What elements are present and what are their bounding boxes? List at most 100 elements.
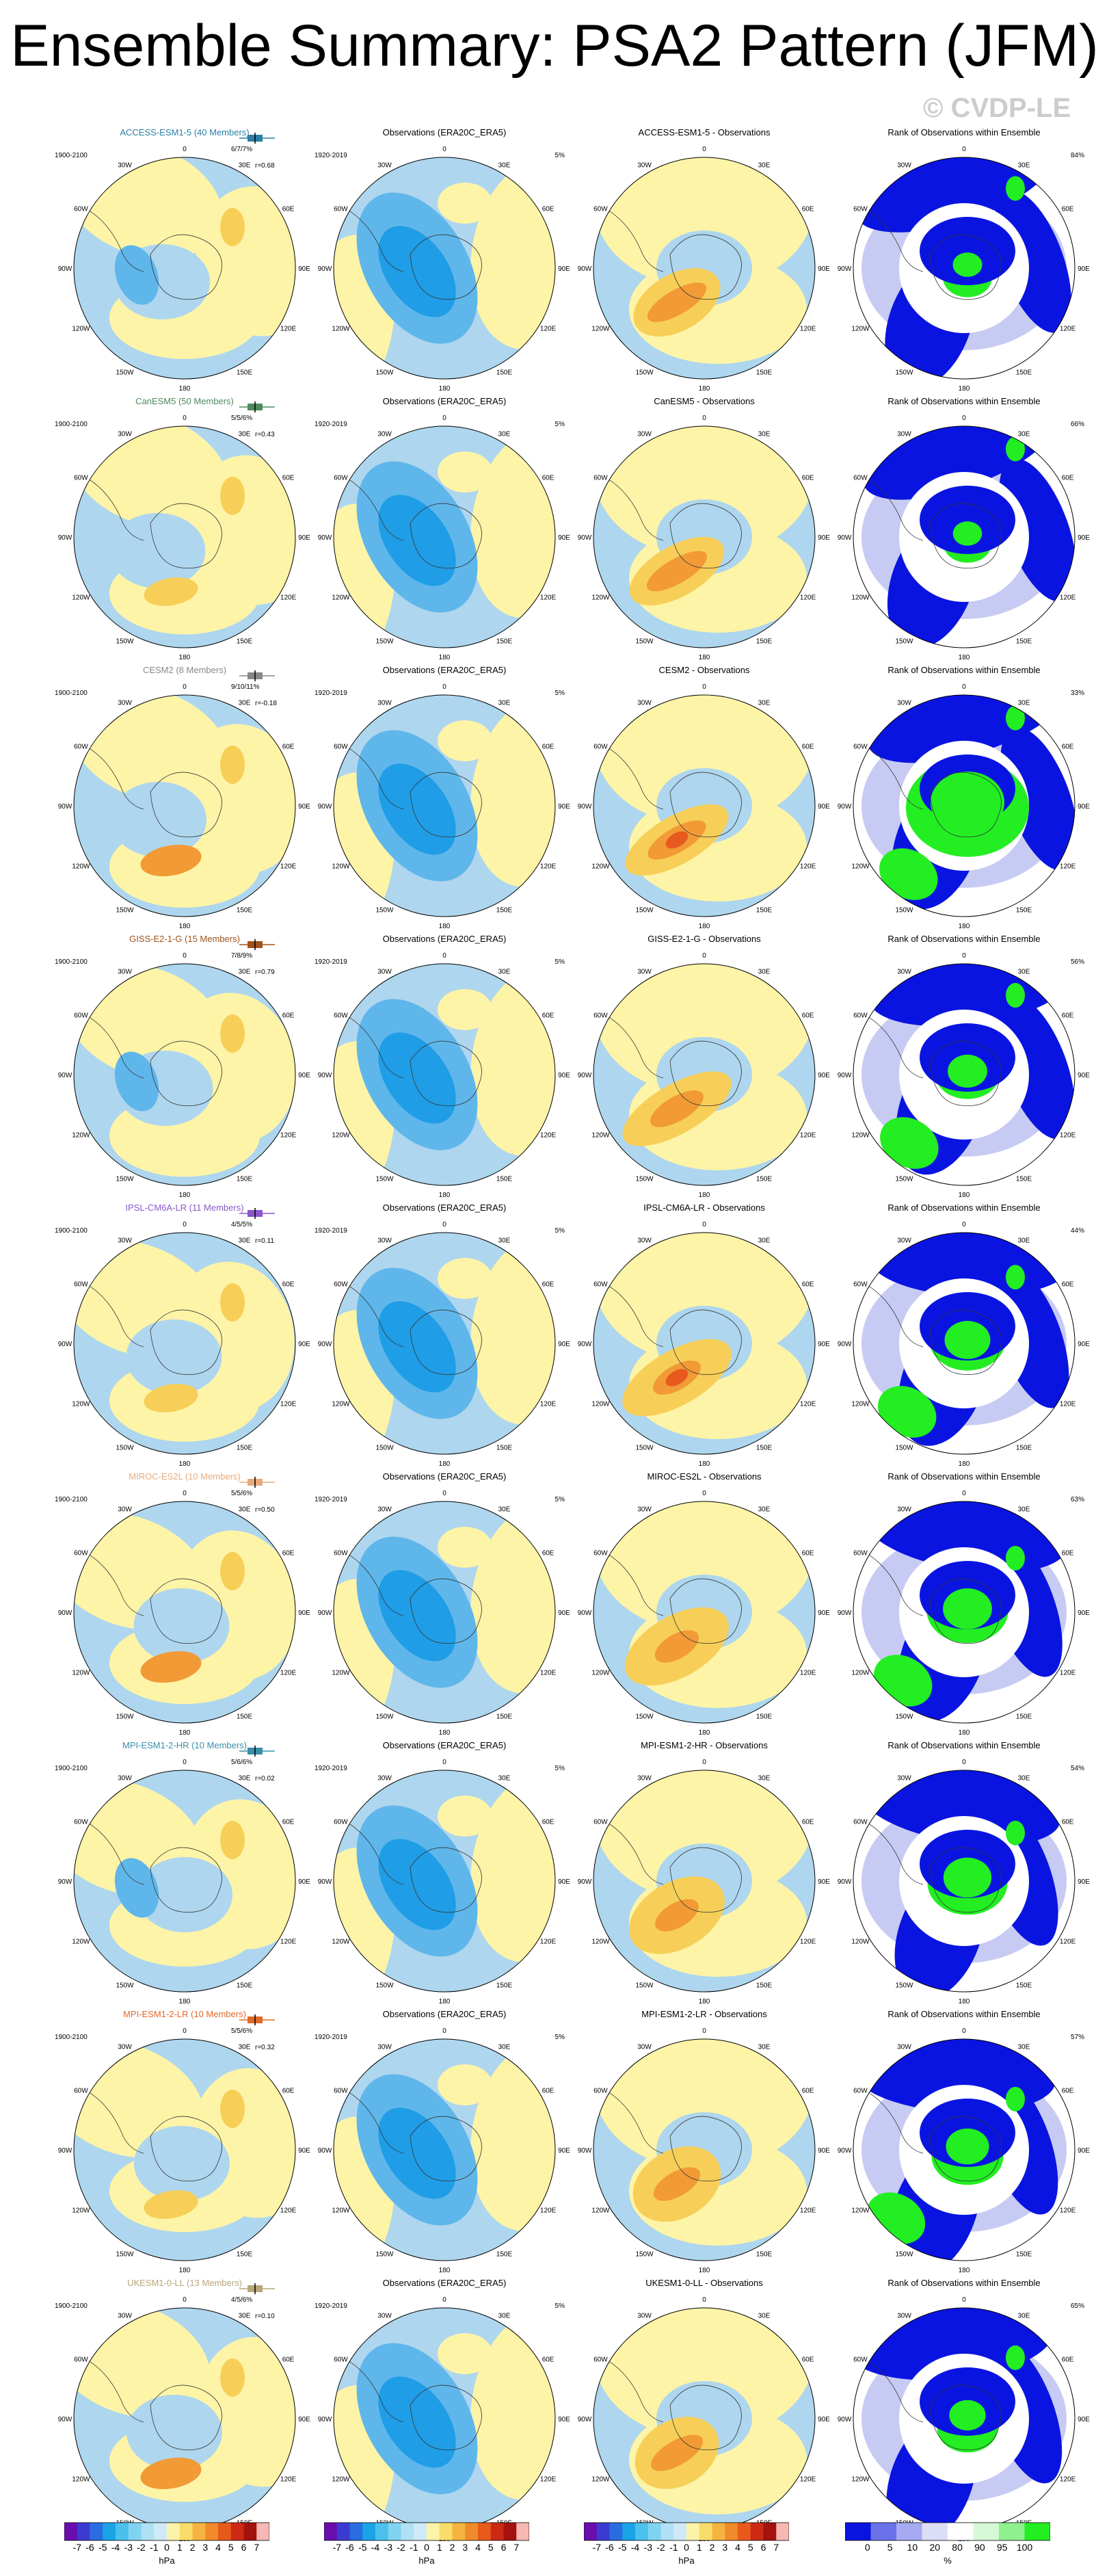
panel-obs: Observations (ERA20C_ERA5) 1920-2019 5% 0 30…: [315, 127, 574, 393]
antarctica-coastline: [150, 2384, 222, 2451]
south-america-coastline: [861, 1281, 924, 1348]
period-label: 1920-2019: [315, 1496, 347, 1503]
longitude-label: 120W: [332, 863, 350, 871]
colorbar-swatch: [154, 2523, 168, 2540]
colorbar-swatch: [103, 2523, 116, 2540]
colorbar-tick: -4: [111, 2542, 120, 2553]
map-border: [333, 1770, 556, 1993]
longitude-label: 120E: [540, 1132, 557, 1140]
map-border: [333, 157, 556, 380]
south-america-coastline: [341, 206, 404, 272]
longitude-label: 150W: [116, 369, 134, 377]
longitude-label: 180: [959, 2267, 970, 2274]
positive-anomaly-max: [665, 831, 689, 849]
polar-map: 0 30E 60E 90E 120E 150E 180 150W 120W 90W 60W 30W: [838, 1490, 1091, 1737]
longitude-label: 90W: [838, 534, 852, 542]
negative-anomaly-center: [378, 1032, 456, 1124]
south-america-coastline: [601, 206, 664, 272]
longitude-label: 120W: [72, 594, 90, 602]
south-america-coastline: [861, 1012, 924, 1079]
panel-title: Rank of Observations within Ensemble: [887, 396, 1041, 406]
longitude-label: 120W: [332, 1670, 350, 1677]
south-america-coastline: [81, 475, 144, 541]
longitude-label: 60E: [1062, 744, 1074, 751]
pattern-correlation: r=-0.18: [255, 700, 277, 707]
pattern-correlation: r=0.11: [255, 1237, 274, 1245]
colorbar-swatch: [673, 2523, 687, 2540]
longitude-label: 30W: [637, 430, 652, 438]
longitude-label: 120W: [332, 594, 350, 602]
map-border: [333, 1501, 556, 1724]
percent-label: 63%: [1070, 1496, 1084, 1503]
longitude-label: 90W: [578, 1341, 592, 1348]
south-america-coastline: [341, 475, 404, 541]
south-america-coastline: [81, 1012, 144, 1079]
longitude-label: 90E: [298, 265, 310, 273]
longitude-label: 60E: [542, 2088, 554, 2095]
percent-label: 5%: [554, 1765, 565, 1772]
colorbar-swatch: [362, 2523, 376, 2540]
longitude-label: 90W: [58, 1072, 72, 1079]
antarctica-coastline: [929, 1847, 1002, 1913]
longitude-label: 60W: [74, 1819, 88, 1826]
longitude-label: 120W: [851, 1670, 870, 1677]
longitude-label: 30E: [239, 161, 251, 169]
longitude-label: 120E: [800, 1132, 816, 1140]
panel-title: CanESM5 - Observations: [654, 396, 755, 406]
rank-region-high: [1006, 2086, 1025, 2112]
polar-map: 0 30E 60E 90E 120E 150E 180 150W 120W 90W 60W 30W: [578, 952, 831, 1199]
longitude-label: 0: [183, 2296, 187, 2304]
longitude-label: 30W: [897, 968, 911, 975]
period-label: 1900-2100: [55, 2302, 88, 2310]
period-label: 1900-2100: [55, 1496, 88, 1503]
longitude-label: 150W: [116, 907, 134, 915]
longitude-label: 120W: [72, 2476, 90, 2484]
longitude-label: 150W: [375, 1445, 394, 1452]
negative-anomaly-center: [378, 1570, 456, 1661]
longitude-label: 60E: [1062, 1550, 1074, 1558]
colorbar-tick: -5: [98, 2542, 107, 2553]
colorbar-tick: 3: [722, 2542, 728, 2553]
panel-title: UKESM1-0-LL (13 Members): [127, 2278, 242, 2288]
colorbar-tick: 80: [952, 2542, 963, 2553]
panel-title: CanESM5 (50 Members): [135, 396, 234, 406]
colorbar-swatch: [584, 2523, 598, 2540]
longitude-label: 30E: [1018, 2043, 1030, 2051]
longitude-label: 180: [439, 1998, 451, 2006]
polar-map: 0 30E 60E 90E 120E 150E 180 150W 120W 90W 60W 30W: [578, 1490, 831, 1737]
polar-map: 0 30E 60E 90E 120E 150E 180 150W 120W 90W 60W 30W: [838, 415, 1091, 661]
longitude-label: 150E: [496, 907, 513, 915]
positive-anomaly-core: [220, 1552, 245, 1590]
colorbar-tick: -4: [630, 2542, 640, 2553]
longitude-label: 150W: [375, 2251, 394, 2259]
antarctica-coastline: [410, 2116, 482, 2182]
longitude-label: 60E: [802, 1550, 814, 1558]
panel-title: Observations (ERA20C_ERA5): [382, 1740, 507, 1750]
longitude-label: 60W: [74, 2356, 88, 2364]
polar-map: 0 30E 60E 90E 120E 150E 180 150W 120W 90W 60W 30W: [578, 1221, 831, 1468]
positive-anomaly-core: [140, 2457, 202, 2490]
longitude-label: 90W: [578, 2147, 592, 2155]
longitude-label: 150E: [237, 907, 253, 915]
longitude-label: 150E: [756, 1445, 773, 1452]
longitude-label: 120W: [851, 1938, 870, 1946]
longitude-label: 30W: [897, 1774, 911, 1782]
colorbar-tick: 2: [709, 2542, 715, 2553]
positive-anomaly-center: [650, 2434, 704, 2471]
colorbar-tick: -2: [656, 2542, 665, 2553]
ensemble-range-whisker: [239, 2014, 275, 2025]
colorbar-tick: -6: [345, 2542, 354, 2553]
south-america-coastline: [601, 2088, 664, 2154]
colorbar-tick: 10: [907, 2542, 918, 2553]
polar-map: 0 30E 60E 90E 120E 150E 180 150W 120W 90W 60W 30W: [58, 952, 311, 1199]
panel-model: CanESM5 (50 Members) 1900-2100 5/5/6% r=0.4…: [55, 396, 315, 661]
longitude-label: 150E: [237, 1176, 253, 1183]
polar-map: 0 30E 60E 90E 120E 150E 180 150W 120W 90W 60W 30W: [58, 415, 311, 661]
longitude-label: 0: [442, 2027, 446, 2035]
south-america-coastline: [81, 1550, 144, 1616]
positive-anomaly-max: [665, 1369, 689, 1386]
longitude-label: 60E: [1062, 206, 1074, 213]
longitude-label: 60E: [542, 475, 554, 482]
colorbar-tick: 0: [164, 2542, 170, 2553]
longitude-label: 60E: [1062, 1281, 1074, 1289]
